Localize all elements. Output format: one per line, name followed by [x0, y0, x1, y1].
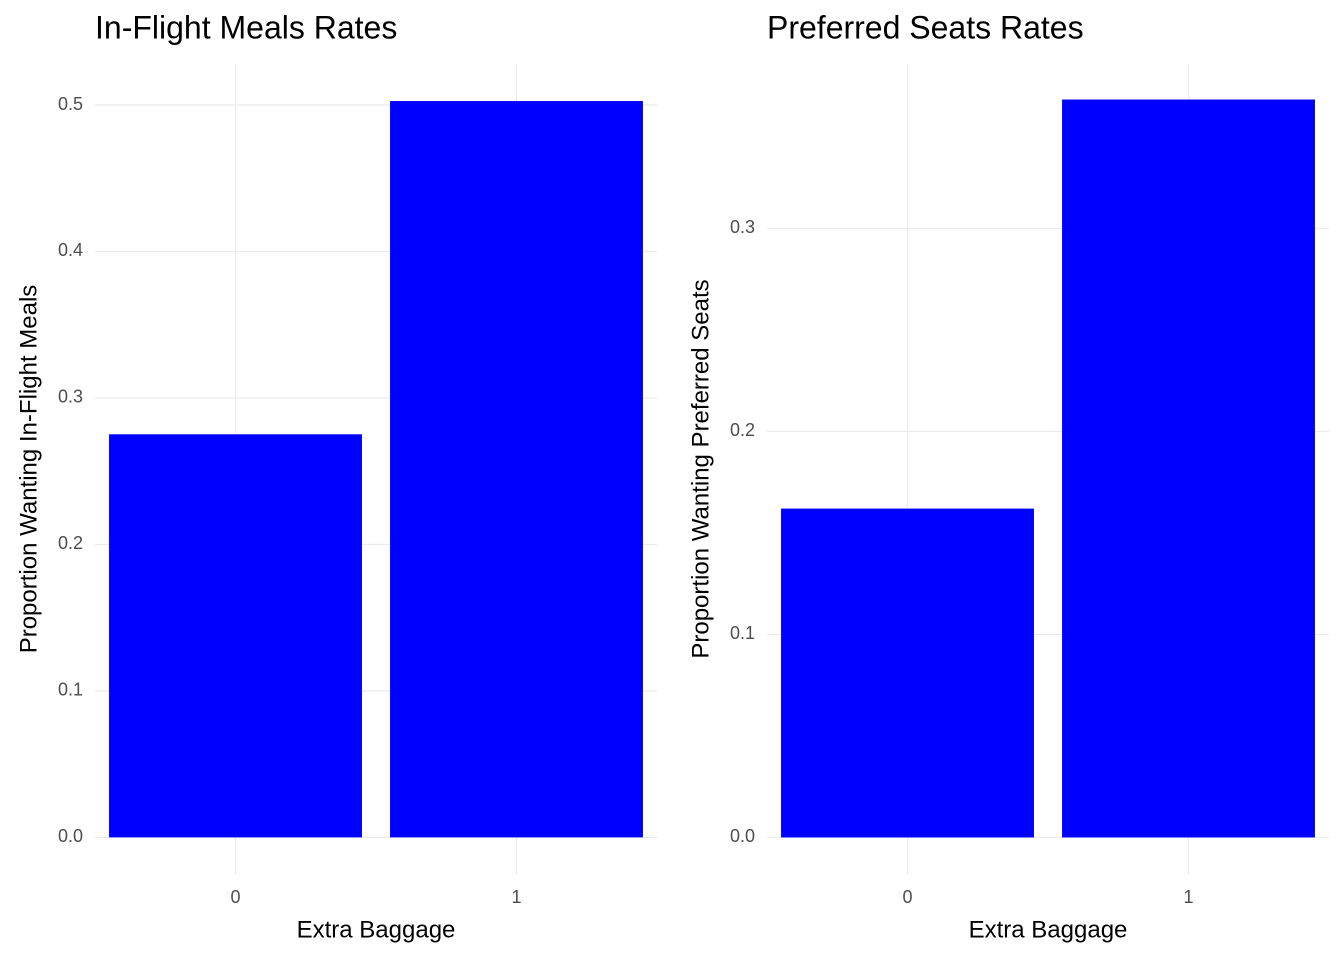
y-tick-label: 0.0 [730, 826, 755, 846]
y-tick-label: 0.5 [58, 94, 83, 114]
chart-title: Preferred Seats Rates [767, 9, 1084, 45]
y-tick-label: 0.3 [730, 217, 755, 237]
y-tick-label: 0.1 [730, 623, 755, 643]
y-tick-label: 0.4 [58, 240, 83, 260]
x-tick-label: 0 [902, 887, 912, 907]
y-tick-label: 0.3 [58, 387, 83, 407]
y-tick-label: 0.2 [58, 533, 83, 553]
y-tick-label: 0.2 [730, 420, 755, 440]
bar [390, 101, 643, 838]
bar [781, 508, 1034, 838]
bar [1062, 99, 1315, 838]
y-tick-label: 0.0 [58, 826, 83, 846]
bar [109, 434, 362, 838]
y-axis-title: Proportion Wanting Preferred Seats [687, 279, 714, 658]
x-axis-title: Extra Baggage [297, 916, 456, 943]
x-tick-label: 0 [230, 887, 240, 907]
y-tick-label: 0.1 [58, 680, 83, 700]
y-axis-title: Proportion Wanting In-Flight Meals [15, 285, 42, 654]
x-axis-title: Extra Baggage [969, 916, 1128, 943]
x-tick-label: 1 [511, 887, 521, 907]
x-tick-label: 1 [1183, 887, 1193, 907]
chart-title: In-Flight Meals Rates [95, 9, 397, 45]
